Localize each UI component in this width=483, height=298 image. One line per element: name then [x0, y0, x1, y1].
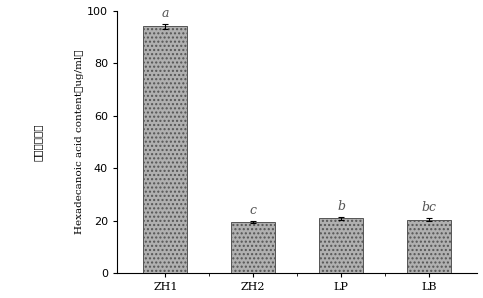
Text: bc: bc [422, 201, 437, 214]
Bar [319, 218, 363, 274]
Bar [407, 220, 451, 274]
Text: a: a [162, 7, 169, 20]
Text: 十六烷酸含量: 十六烷酸含量 [33, 123, 43, 161]
Bar [143, 26, 187, 274]
Y-axis label: Hexadecanoic acid content（ug/ml）: Hexadecanoic acid content（ug/ml） [75, 50, 84, 234]
Text: b: b [337, 200, 345, 213]
Bar [231, 222, 275, 274]
Text: c: c [250, 204, 257, 217]
